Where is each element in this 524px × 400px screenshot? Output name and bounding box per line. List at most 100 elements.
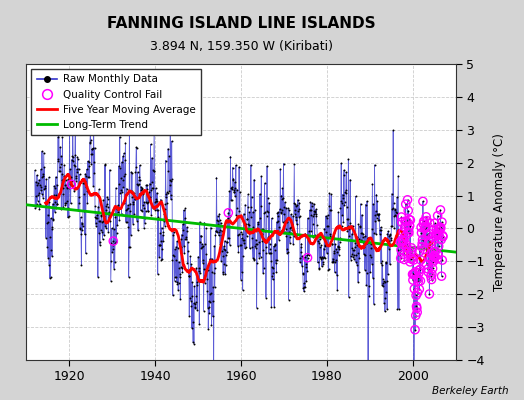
Point: [429, 265, 437, 272]
Point: [301, 284, 309, 290]
Point: [90, 159, 99, 166]
Point: [327, 191, 335, 198]
Point: [339, 195, 347, 202]
Point: [328, 240, 336, 247]
Point: [397, 246, 405, 253]
Point: [293, 196, 302, 203]
Point: [426, 255, 434, 262]
Point: [130, 192, 139, 199]
Point: [286, 224, 294, 231]
Point: [200, 266, 208, 272]
Point: [375, 210, 384, 217]
Point: [326, 206, 335, 213]
Point: [146, 194, 155, 201]
Point: [208, 321, 216, 328]
Point: [326, 206, 335, 213]
Point: [73, 156, 82, 163]
Point: [387, 236, 395, 243]
Point: [392, 209, 400, 215]
Point: [203, 276, 211, 282]
Point: [382, 289, 390, 295]
Point: [106, 218, 114, 224]
Point: [402, 218, 411, 224]
Point: [58, 171, 66, 178]
Point: [405, 216, 413, 223]
Point: [308, 234, 316, 240]
Point: [385, 246, 393, 252]
Point: [48, 226, 56, 232]
Point: [423, 232, 432, 238]
Point: [430, 253, 438, 260]
Point: [197, 245, 205, 252]
Point: [72, 166, 81, 172]
Point: [274, 218, 282, 224]
Point: [424, 269, 432, 275]
Point: [132, 168, 140, 175]
Point: [94, 203, 102, 210]
Point: [127, 188, 136, 195]
Point: [353, 261, 361, 268]
Point: [49, 217, 58, 223]
Point: [39, 194, 47, 201]
Point: [122, 186, 130, 192]
Point: [205, 298, 213, 304]
Point: [141, 199, 150, 205]
Point: [289, 240, 298, 247]
Point: [70, 162, 78, 168]
Point: [201, 272, 210, 278]
Point: [58, 177, 66, 183]
Point: [237, 276, 245, 283]
Point: [412, 292, 420, 299]
Point: [400, 256, 409, 263]
Point: [420, 218, 429, 225]
Point: [244, 191, 252, 198]
Point: [252, 244, 260, 251]
Point: [330, 248, 338, 254]
Point: [143, 200, 151, 206]
Point: [365, 293, 374, 300]
Point: [156, 230, 165, 236]
Point: [339, 218, 347, 225]
Point: [301, 230, 310, 237]
Point: [145, 197, 153, 203]
Point: [236, 229, 245, 236]
Point: [384, 228, 392, 234]
Point: [149, 168, 158, 174]
Point: [212, 228, 220, 234]
Point: [242, 227, 250, 234]
Point: [107, 225, 116, 232]
Point: [291, 201, 300, 207]
Point: [38, 148, 46, 155]
Point: [272, 257, 280, 263]
Point: [281, 218, 289, 224]
Point: [324, 223, 332, 229]
Point: [100, 212, 108, 219]
Point: [102, 207, 110, 214]
Point: [166, 182, 174, 188]
Point: [218, 232, 226, 238]
Point: [435, 232, 443, 238]
Point: [325, 190, 334, 196]
Point: [37, 166, 45, 173]
Point: [423, 218, 431, 224]
Point: [279, 219, 287, 225]
Point: [403, 197, 412, 203]
Point: [377, 227, 386, 233]
Point: [296, 255, 304, 261]
Point: [191, 305, 200, 312]
Point: [411, 269, 420, 275]
Point: [52, 182, 61, 188]
Point: [298, 253, 307, 259]
Point: [91, 203, 99, 209]
Point: [356, 223, 364, 229]
Point: [85, 140, 94, 146]
Point: [174, 287, 182, 293]
Point: [263, 163, 271, 170]
Point: [391, 206, 399, 213]
Point: [40, 164, 49, 170]
Point: [83, 166, 91, 173]
Point: [359, 239, 368, 246]
Point: [409, 277, 417, 283]
Point: [63, 198, 71, 204]
Point: [237, 235, 246, 242]
